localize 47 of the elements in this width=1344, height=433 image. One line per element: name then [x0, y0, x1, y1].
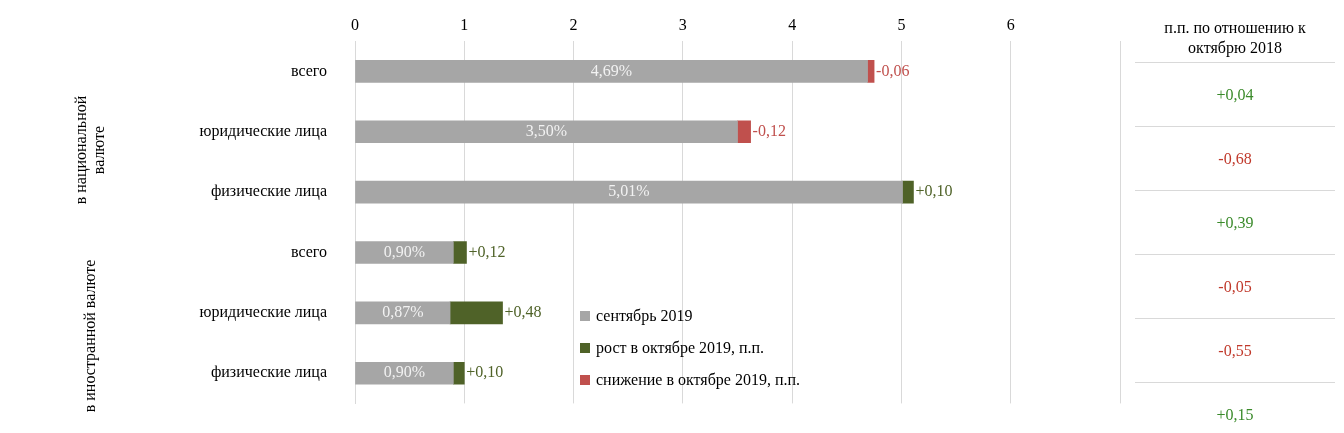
bar [453, 241, 467, 264]
text: -0,68 [1135, 126, 1335, 190]
bar [449, 301, 503, 325]
y-tick-label: всего [290, 242, 327, 260]
data-label: +0,48 [504, 303, 542, 321]
text: -0,55 [1135, 318, 1335, 382]
data-label: 0,90% [383, 363, 426, 381]
bar [737, 120, 751, 144]
text: п.п. по отношению к октябрю 2018 [1163, 18, 1307, 59]
x-tick-label: 2 [569, 15, 578, 33]
text: -0,05 [1135, 254, 1335, 318]
data-label: 4,69% [590, 61, 633, 79]
bar [355, 361, 454, 385]
bar [355, 180, 903, 204]
y-tick-label: юридические лица [199, 121, 327, 140]
data-label: 0,90% [383, 242, 426, 260]
x-tick-label: 3 [678, 15, 687, 33]
text: в национальной валюте [72, 94, 108, 207]
legend-label: сентябрь 2019 [596, 307, 693, 325]
data-label: 0,87% [382, 303, 424, 321]
data-label: +0,10 [466, 363, 504, 381]
legend-label: рост в октябре 2019, п.п. [596, 339, 765, 357]
y-tick-label: физические лица [210, 182, 327, 201]
bar [453, 361, 465, 385]
x-tick-label: 5 [897, 15, 906, 33]
data-label: -0,06 [876, 61, 910, 79]
x-tick-label: 1 [460, 15, 469, 33]
x-tick-label: 4 [788, 15, 797, 33]
bar [355, 60, 868, 83]
bar [355, 120, 738, 144]
text: +0,15 [1135, 382, 1335, 433]
text: в иностранной валюте [81, 258, 99, 415]
data-label: 3,50% [525, 121, 568, 139]
bar [355, 241, 454, 264]
data-label: +0,10 [915, 182, 953, 200]
x-tick-label: 0 [351, 15, 359, 33]
x-tick-label: 6 [1006, 15, 1015, 33]
text: +0,39 [1135, 190, 1335, 254]
data-label: +0,12 [468, 242, 506, 260]
legend-label: снижение в октябре 2019, п.п. [596, 371, 801, 389]
data-label: -0,12 [752, 121, 786, 139]
bar [902, 180, 914, 204]
text: +0,04 [1135, 62, 1335, 126]
y-tick-label: физические лица [210, 363, 327, 382]
data-label: 5,01% [608, 182, 650, 200]
y-tick-label: всего [290, 61, 327, 79]
y-tick-label: юридические лица [199, 303, 327, 322]
